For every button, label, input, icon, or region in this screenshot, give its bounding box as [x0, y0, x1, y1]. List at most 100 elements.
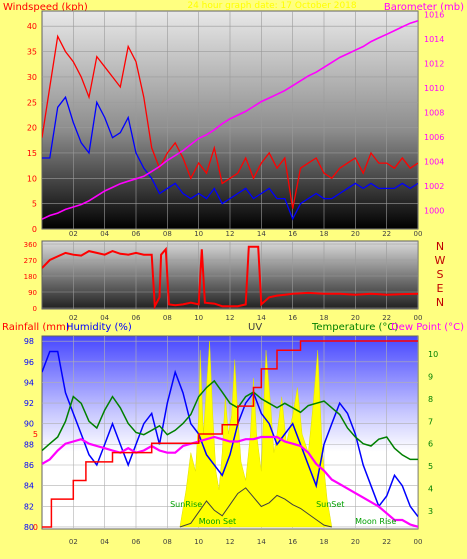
- x-tick-label: 08: [163, 230, 172, 238]
- x-tick-label: 16: [288, 538, 297, 546]
- rainfall-tick-label: 5: [33, 430, 38, 439]
- barometer-tick-label: 1006: [424, 133, 444, 142]
- x-tick-label: 22: [382, 538, 391, 546]
- humidity-tick-label: 88: [24, 440, 34, 449]
- x-tick-label: 22: [382, 314, 391, 322]
- event-label: SunRise: [170, 500, 202, 509]
- wind-tick-label: 35: [27, 48, 37, 57]
- event-label: Moon Rise: [355, 517, 396, 526]
- humidity-tick-label: 90: [24, 420, 34, 429]
- humidity-tick-label: 82: [24, 502, 34, 511]
- x-tick-label: 04: [100, 230, 109, 238]
- x-tick-label: 12: [226, 314, 235, 322]
- x-tick-label: 18: [320, 230, 329, 238]
- event-label: Moon Set: [199, 517, 236, 526]
- x-tick-label: 04: [100, 314, 109, 322]
- x-tick-label: 14: [257, 314, 266, 322]
- x-tick-label: 18: [320, 314, 329, 322]
- x-tick-label: 14: [257, 538, 266, 546]
- direction-tick-label: 270: [24, 257, 37, 265]
- x-tick-label: 06: [132, 314, 141, 322]
- x-tick-label: 20: [351, 314, 360, 322]
- barometer-tick-label: 1014: [424, 35, 444, 44]
- temperature-tick-label: 9: [428, 372, 433, 381]
- barometer-tick-label: 1010: [424, 84, 444, 93]
- x-tick-label: 00: [414, 230, 423, 238]
- wind-tick-label: 30: [27, 73, 37, 82]
- direction-letter: W: [435, 254, 446, 267]
- direction-tick-label: 180: [24, 273, 37, 281]
- x-tick-label: 10: [194, 538, 203, 546]
- wind-avg-line: [42, 95, 418, 221]
- x-tick-label: 00: [414, 314, 423, 322]
- barometer-tick-label: 1002: [424, 182, 444, 191]
- x-tick-label: 04: [100, 538, 109, 546]
- humidity-tick-label: 80: [24, 523, 34, 532]
- barometer-tick-label: 1012: [424, 60, 444, 69]
- x-tick-label: 12: [226, 230, 235, 238]
- temperature-tick-label: 8: [428, 395, 433, 404]
- temperature-tick-label: 4: [428, 485, 433, 494]
- barometer-tick-label: 1008: [424, 109, 444, 118]
- barometer-line: [42, 20, 418, 220]
- humidity-tick-label: 98: [24, 337, 34, 346]
- uv-label: UV: [248, 322, 262, 333]
- x-tick-label: 12: [226, 538, 235, 546]
- x-tick-label: 22: [382, 230, 391, 238]
- x-tick-label: 06: [132, 230, 141, 238]
- wind-tick-label: 40: [27, 22, 37, 31]
- x-tick-label: 08: [163, 538, 172, 546]
- wind-tick-label: 25: [27, 98, 37, 107]
- humidity-tick-label: 84: [24, 482, 34, 491]
- humidity-label: Humidity (%): [66, 322, 132, 333]
- x-tick-label: 02: [69, 538, 78, 546]
- x-tick-label: 08: [163, 314, 172, 322]
- x-tick-label: 06: [132, 538, 141, 546]
- temperature-line: [42, 379, 418, 461]
- wind-tick-label: 0: [32, 225, 37, 234]
- temperature-tick-label: 10: [428, 350, 438, 359]
- x-tick-label: 02: [69, 314, 78, 322]
- barometer-tick-label: 1004: [424, 158, 444, 167]
- wind-tick-label: 10: [27, 174, 37, 183]
- barometer-tick-label: 1016: [424, 11, 444, 20]
- solar-line: [179, 487, 332, 528]
- x-tick-label: 16: [288, 230, 297, 238]
- rainfall-label: Rainfall (mm): [2, 322, 70, 333]
- rainfall-line: [42, 340, 418, 528]
- wind-direction-line: [42, 245, 418, 309]
- dewpoint-label: Dew Point (°C): [391, 322, 464, 333]
- windspeed-label: Windspeed (kph): [3, 2, 88, 13]
- x-tick-label: 00: [414, 538, 423, 546]
- barometer-label: Barometer (mb): [384, 2, 464, 13]
- uv-area: [179, 340, 333, 528]
- humidity-tick-label: 86: [24, 461, 34, 470]
- barometer-tick-label: 1000: [424, 207, 444, 216]
- direction-tick-label: 90: [28, 289, 37, 297]
- humidity-tick-label: 92: [24, 399, 34, 408]
- direction-letter: N: [436, 296, 444, 309]
- temperature-tick-label: 6: [428, 440, 433, 449]
- x-tick-label: 16: [288, 314, 297, 322]
- event-label: SunSet: [316, 500, 344, 509]
- x-tick-label: 02: [69, 230, 78, 238]
- wind-tick-label: 20: [27, 124, 37, 133]
- x-tick-label: 10: [194, 314, 203, 322]
- direction-letter: E: [437, 282, 444, 295]
- temperature-label: Temperature (°C): [311, 322, 398, 333]
- direction-tick-label: 360: [24, 241, 37, 249]
- x-tick-label: 18: [320, 538, 329, 546]
- direction-letter: S: [437, 268, 444, 281]
- humidity-tick-label: 96: [24, 358, 34, 367]
- wind-tick-label: 5: [32, 200, 37, 209]
- temperature-tick-label: 5: [428, 462, 433, 471]
- x-tick-label: 10: [194, 230, 203, 238]
- temperature-tick-label: 7: [428, 417, 433, 426]
- wind-tick-label: 15: [27, 149, 37, 158]
- x-tick-label: 14: [257, 230, 266, 238]
- temperature-tick-label: 3: [428, 507, 433, 516]
- direction-letter: N: [436, 240, 444, 253]
- humidity-line: [42, 350, 418, 518]
